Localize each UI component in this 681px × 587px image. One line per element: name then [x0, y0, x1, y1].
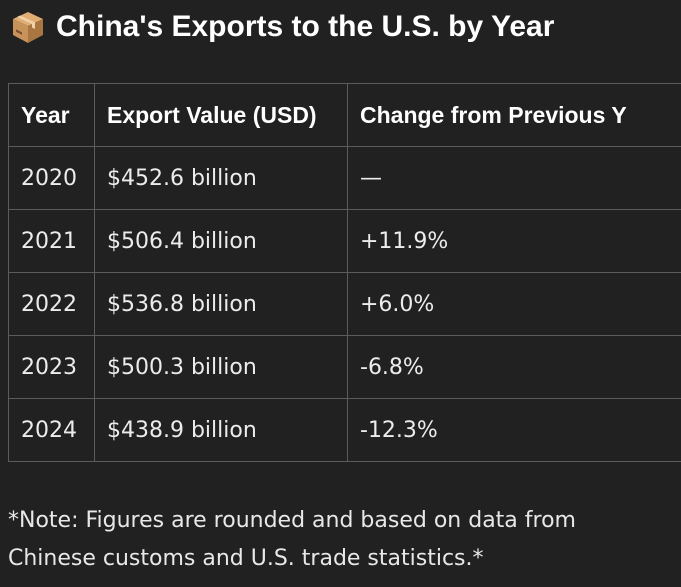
cell-year: 2020 [8, 146, 95, 210]
column-header-change: Change from Previous Y [347, 83, 681, 147]
cell-export-value: $452.6 billion [94, 146, 348, 210]
cell-change: — [347, 146, 681, 210]
table-row: 2022 $536.8 billion +6.0% [8, 272, 681, 336]
title-text: China's Exports to the U.S. by Year [56, 10, 555, 43]
table-header-row: Year Export Value (USD) Change from Prev… [8, 83, 681, 147]
cell-year: 2022 [8, 272, 95, 336]
package-icon [10, 9, 46, 45]
page-title: China's Exports to the U.S. by Year [10, 7, 554, 47]
table-row: 2023 $500.3 billion -6.8% [8, 335, 681, 399]
cell-year: 2024 [8, 398, 95, 462]
cell-export-value: $536.8 billion [94, 272, 348, 336]
table-row: 2024 $438.9 billion -12.3% [8, 398, 681, 462]
cell-change: +6.0% [347, 272, 681, 336]
exports-table-container[interactable]: Year Export Value (USD) Change from Prev… [8, 83, 681, 465]
table-row: 2021 $506.4 billion +11.9% [8, 209, 681, 273]
cell-year: 2021 [8, 209, 95, 273]
cell-export-value: $438.9 billion [94, 398, 348, 462]
cell-change: -6.8% [347, 335, 681, 399]
table-row: 2020 $452.6 billion — [8, 146, 681, 210]
cell-change: +11.9% [347, 209, 681, 273]
cell-change: -12.3% [347, 398, 681, 462]
column-header-year: Year [8, 83, 95, 147]
footnote: *Note: Figures are rounded and based on … [8, 508, 576, 571]
column-header-export-value: Export Value (USD) [94, 83, 348, 147]
cell-year: 2023 [8, 335, 95, 399]
cell-export-value: $500.3 billion [94, 335, 348, 399]
exports-table: Year Export Value (USD) Change from Prev… [8, 83, 681, 462]
cell-export-value: $506.4 billion [94, 209, 348, 273]
